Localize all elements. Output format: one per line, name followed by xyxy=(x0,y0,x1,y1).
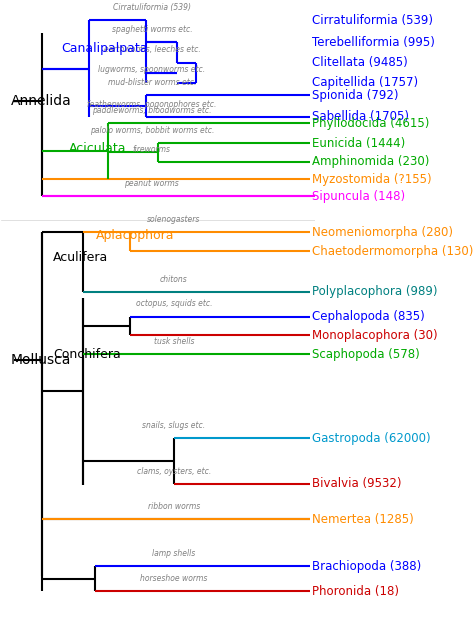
Text: Terebelliformia (995): Terebelliformia (995) xyxy=(312,35,435,49)
Text: chitons: chitons xyxy=(160,275,188,284)
Text: Spionida (792): Spionida (792) xyxy=(312,89,398,101)
Text: spaghetti worms etc.: spaghetti worms etc. xyxy=(111,25,192,34)
Text: Capitellida (1757): Capitellida (1757) xyxy=(312,76,418,89)
Text: Phoronida (18): Phoronida (18) xyxy=(312,585,399,598)
Text: fireworms: fireworms xyxy=(133,145,171,154)
Text: Nemertea (1285): Nemertea (1285) xyxy=(312,513,413,526)
Text: Bivalvia (9532): Bivalvia (9532) xyxy=(312,478,401,490)
Text: lugworms, spoonworms etc.: lugworms, spoonworms etc. xyxy=(98,66,205,74)
Text: Phyllodocida (4615): Phyllodocida (4615) xyxy=(312,117,429,130)
Text: Myzostomida (?155): Myzostomida (?155) xyxy=(312,173,431,186)
Text: Cirratuliformia (539): Cirratuliformia (539) xyxy=(312,14,433,26)
Text: clams, oysters, etc.: clams, oysters, etc. xyxy=(137,467,211,476)
Text: Eunicida (1444): Eunicida (1444) xyxy=(312,137,405,149)
Text: Aplacophora: Aplacophora xyxy=(95,229,174,242)
Text: Scaphopoda (578): Scaphopoda (578) xyxy=(312,348,419,360)
Text: palolo worms, bobbit worms etc.: palolo worms, bobbit worms etc. xyxy=(90,126,214,135)
Text: Brachiopoda (388): Brachiopoda (388) xyxy=(312,559,421,573)
Text: solenogasters: solenogasters xyxy=(147,215,201,224)
Text: Polyplacophora (989): Polyplacophora (989) xyxy=(312,285,438,298)
Text: Sabellida (1705): Sabellida (1705) xyxy=(312,110,409,123)
Text: Cephalopoda (835): Cephalopoda (835) xyxy=(312,310,425,323)
Text: earthworms, leeches etc.: earthworms, leeches etc. xyxy=(103,45,200,54)
Text: horseshoe worms: horseshoe worms xyxy=(140,574,208,583)
Text: mud-blister worms etc.: mud-blister worms etc. xyxy=(108,78,196,87)
Text: Sipuncula (148): Sipuncula (148) xyxy=(312,190,405,203)
Text: Aciculata: Aciculata xyxy=(69,142,126,154)
Text: Chaetodermomorpha (130): Chaetodermomorpha (130) xyxy=(312,244,473,258)
Text: ribbon worms: ribbon worms xyxy=(148,502,200,512)
Text: Monoplacophora (30): Monoplacophora (30) xyxy=(312,329,438,342)
Text: Aculifera: Aculifera xyxy=(53,251,109,264)
Text: featherworms, pogonophores etc.: featherworms, pogonophores etc. xyxy=(87,100,217,109)
Text: Cirratuliformia (539): Cirratuliformia (539) xyxy=(113,3,191,12)
Text: Amphinomida (230): Amphinomida (230) xyxy=(312,156,429,168)
Text: paddleworms, bloodworms etc.: paddleworms, bloodworms etc. xyxy=(92,106,211,115)
Text: Neomeniomorpha (280): Neomeniomorpha (280) xyxy=(312,226,453,239)
Text: Canalipalpata: Canalipalpata xyxy=(61,42,147,55)
Text: Clitellata (9485): Clitellata (9485) xyxy=(312,56,408,69)
Text: tusk shells: tusk shells xyxy=(154,337,194,346)
Text: snails, slugs etc.: snails, slugs etc. xyxy=(142,421,205,430)
Text: octopus, squids etc.: octopus, squids etc. xyxy=(136,299,212,309)
Text: Conchifera: Conchifera xyxy=(53,348,121,360)
Text: lamp shells: lamp shells xyxy=(152,549,195,558)
Text: Gastropoda (62000): Gastropoda (62000) xyxy=(312,432,430,445)
Text: peanut worms: peanut worms xyxy=(125,179,179,188)
Text: Mollusca: Mollusca xyxy=(11,353,71,367)
Text: Annelida: Annelida xyxy=(11,94,72,108)
